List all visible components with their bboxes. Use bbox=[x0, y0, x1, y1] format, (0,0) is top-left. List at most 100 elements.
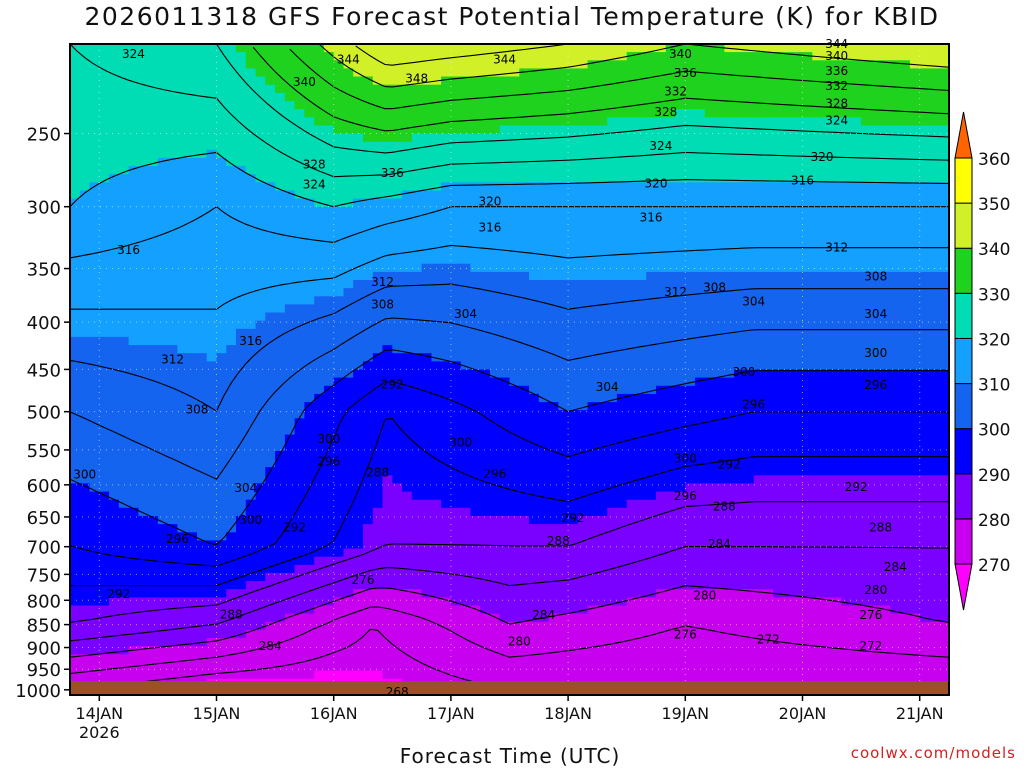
field-cell bbox=[226, 239, 237, 248]
field-cell bbox=[792, 288, 804, 297]
field-cell bbox=[265, 377, 276, 387]
field-cell bbox=[724, 377, 735, 387]
field-cell bbox=[275, 92, 286, 102]
field-cell bbox=[89, 280, 100, 289]
field-cell bbox=[831, 166, 843, 175]
field-cell bbox=[841, 418, 852, 427]
field-cell bbox=[792, 426, 804, 436]
field-cell bbox=[724, 101, 735, 110]
field-cell bbox=[509, 312, 520, 322]
field-cell bbox=[597, 52, 608, 61]
field-cell bbox=[812, 288, 823, 297]
field-cell bbox=[138, 353, 149, 362]
field-cell bbox=[206, 206, 218, 216]
field-cell bbox=[402, 491, 413, 501]
field-cell bbox=[138, 296, 149, 305]
field-cell bbox=[187, 418, 198, 427]
field-cell bbox=[568, 68, 579, 78]
field-cell bbox=[519, 109, 530, 118]
field-cell bbox=[382, 44, 393, 53]
field-cell bbox=[128, 385, 139, 395]
field-cell bbox=[753, 377, 765, 387]
field-cell bbox=[480, 149, 491, 159]
field-cell bbox=[89, 214, 100, 224]
field-cell bbox=[284, 475, 296, 484]
field-cell bbox=[743, 214, 755, 224]
field-cell bbox=[509, 60, 520, 69]
field-cell bbox=[695, 320, 706, 330]
field-cell bbox=[382, 68, 393, 78]
field-cell bbox=[861, 198, 872, 208]
field-cell bbox=[861, 52, 872, 61]
field-cell bbox=[490, 101, 501, 110]
field-cell bbox=[831, 410, 843, 419]
field-cell bbox=[99, 361, 110, 371]
field-cell bbox=[206, 459, 218, 468]
field-cell bbox=[275, 296, 286, 305]
field-cell bbox=[939, 60, 949, 69]
field-cell bbox=[851, 52, 862, 61]
field-cell bbox=[138, 223, 149, 232]
field-cell bbox=[167, 255, 179, 265]
field-cell bbox=[558, 361, 569, 371]
field-cell bbox=[704, 280, 716, 289]
field-cell bbox=[929, 393, 940, 403]
field-cell bbox=[245, 190, 257, 200]
field-cell bbox=[343, 393, 354, 403]
field-cell bbox=[255, 393, 266, 403]
field-cell bbox=[206, 434, 218, 444]
field-cell bbox=[323, 125, 335, 135]
field-cell bbox=[411, 336, 423, 346]
field-cell bbox=[929, 288, 940, 297]
field-cell bbox=[529, 133, 540, 143]
field-cell bbox=[773, 239, 784, 248]
field-cell bbox=[607, 402, 618, 411]
field-cell bbox=[499, 353, 511, 362]
field-cell bbox=[490, 491, 501, 501]
field-cell bbox=[529, 198, 540, 208]
field-cell bbox=[499, 304, 511, 314]
field-cell bbox=[411, 84, 423, 94]
field-cell bbox=[675, 92, 686, 102]
field-cell bbox=[831, 369, 843, 379]
field-cell bbox=[431, 141, 442, 151]
field-cell bbox=[421, 467, 432, 476]
field-cell bbox=[636, 418, 647, 427]
field-cell bbox=[861, 239, 872, 248]
field-cell bbox=[529, 44, 540, 53]
field-cell bbox=[441, 76, 452, 86]
field-cell bbox=[499, 84, 511, 94]
field-cell bbox=[265, 174, 276, 183]
field-cell bbox=[812, 125, 823, 135]
field-cell bbox=[714, 280, 725, 289]
field-cell bbox=[704, 190, 716, 200]
field-cell bbox=[509, 231, 520, 240]
field-cell bbox=[353, 442, 364, 452]
field-cell bbox=[861, 467, 872, 476]
field-cell bbox=[616, 450, 628, 460]
field-cell bbox=[880, 450, 891, 460]
field-cell bbox=[148, 312, 159, 322]
field-cell bbox=[275, 182, 286, 191]
field-cell bbox=[519, 60, 530, 69]
field-cell bbox=[861, 109, 872, 118]
field-cell bbox=[685, 68, 696, 78]
field-cell bbox=[89, 263, 100, 273]
field-cell bbox=[460, 133, 472, 143]
field-cell bbox=[704, 475, 716, 484]
field-cell bbox=[480, 361, 491, 371]
field-cell bbox=[929, 231, 940, 240]
field-cell bbox=[480, 345, 491, 354]
field-cell bbox=[929, 133, 940, 143]
field-cell bbox=[665, 190, 677, 200]
field-cell bbox=[646, 52, 657, 61]
field-cell bbox=[587, 92, 598, 102]
field-cell bbox=[587, 157, 598, 167]
field-cell bbox=[402, 280, 413, 289]
field-cell bbox=[460, 304, 472, 314]
field-cell bbox=[421, 60, 432, 69]
field-cell bbox=[841, 369, 852, 379]
field-cell bbox=[577, 182, 589, 191]
field-cell bbox=[597, 174, 608, 183]
field-cell bbox=[226, 68, 237, 78]
